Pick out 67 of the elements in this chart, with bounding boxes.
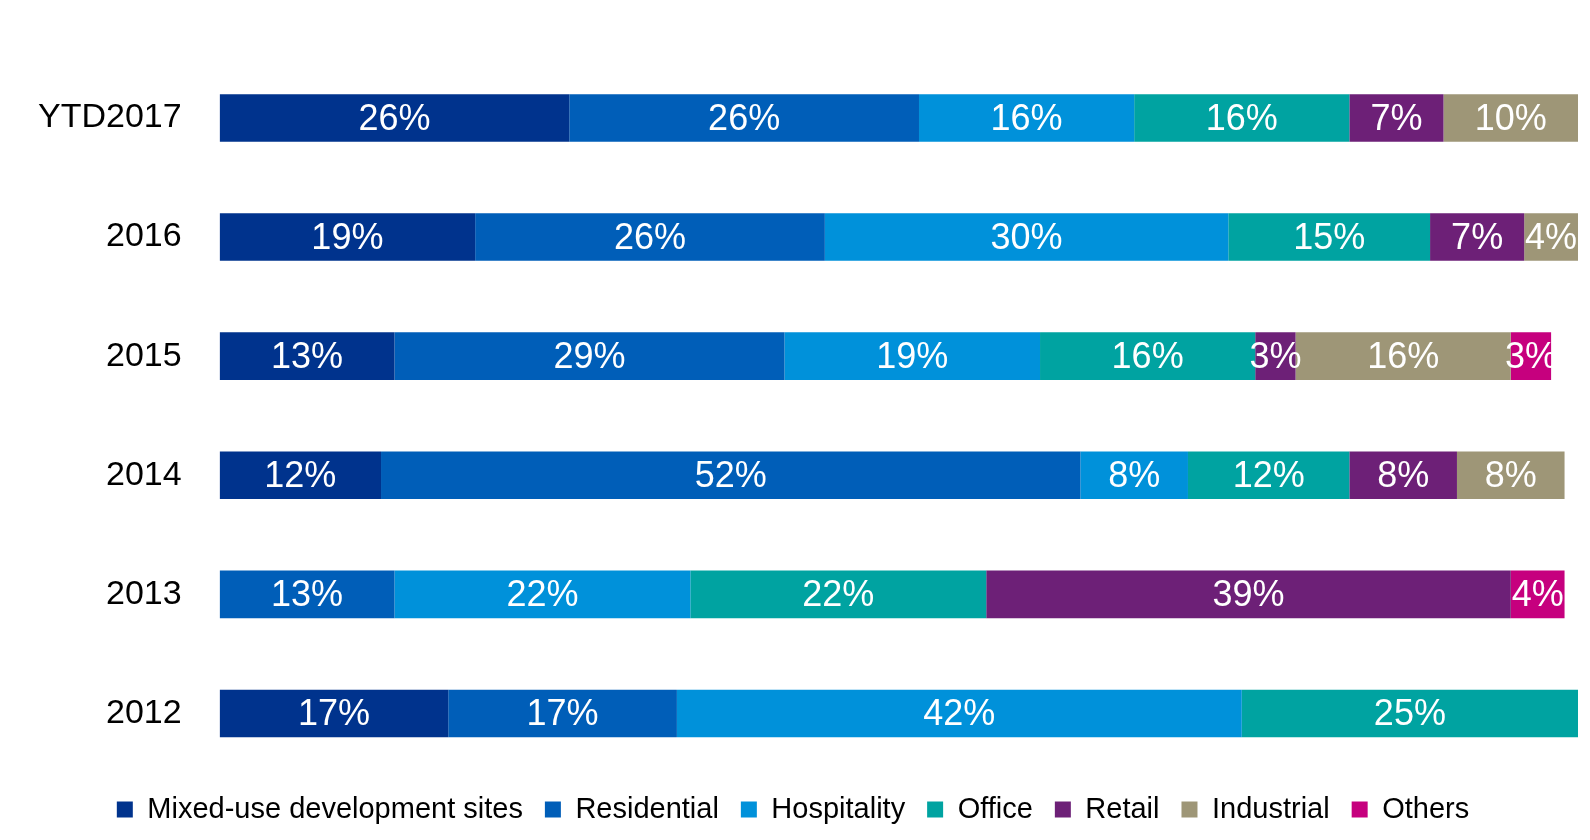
data-label: 8% (1108, 454, 1161, 496)
bar (394, 332, 785, 380)
data-label: 12% (1232, 454, 1305, 496)
data-label: 17% (526, 692, 599, 734)
data-label: 16% (1111, 335, 1184, 377)
data-label: 7% (1370, 96, 1423, 138)
bar (394, 570, 691, 619)
bar (219, 451, 382, 500)
data-label: 22% (506, 573, 579, 615)
bar (219, 332, 395, 380)
legend-label: Hospitality (771, 791, 906, 824)
legend-label: Office (957, 791, 1033, 824)
data-label: 30% (990, 215, 1063, 257)
data-label: 29% (553, 335, 626, 377)
legend-label: Industrial (1211, 791, 1330, 824)
bar (448, 689, 677, 738)
data-label: 13% (271, 335, 344, 377)
bar (1241, 689, 1578, 738)
data-label: 19% (876, 335, 949, 377)
data-label: 26% (613, 215, 687, 257)
bar (219, 689, 449, 738)
y-tick-label: YTD2017 (38, 96, 182, 135)
data-label: 16% (1367, 335, 1440, 377)
data-label: 15% (1293, 215, 1366, 257)
legend-label: Retail (1085, 791, 1160, 824)
bar (475, 213, 825, 261)
data-label: 52% (694, 454, 767, 496)
bar (1228, 213, 1431, 261)
data-label: 19% (311, 215, 384, 257)
bar (1187, 451, 1350, 500)
data-label: 39% (1212, 573, 1285, 615)
y-tick-label: 2016 (106, 215, 182, 254)
data-label: 26% (358, 96, 431, 138)
bar (1134, 94, 1350, 142)
bar (918, 94, 1135, 142)
y-tick-label: 2015 (106, 334, 182, 373)
bar (986, 570, 1511, 619)
bar (784, 332, 1041, 380)
bar (381, 451, 1081, 500)
data-label: 12% (264, 454, 337, 496)
data-label: 13% (271, 573, 344, 615)
y-tick-label: 2012 (106, 691, 182, 730)
bar (219, 94, 570, 142)
data-label: 42% (923, 692, 996, 734)
data-label: 7% (1451, 215, 1504, 257)
y-tick-label: 2014 (106, 453, 182, 492)
data-label: 16% (990, 96, 1063, 138)
bar (824, 213, 1229, 261)
bar (690, 570, 987, 619)
data-label: 22% (802, 573, 875, 615)
data-label: 4% (1511, 573, 1564, 615)
data-label: 26% (708, 96, 781, 138)
data-label: 4% (1525, 215, 1578, 257)
legend-label: Mixed-use development sites (147, 791, 523, 824)
data-label: 25% (1373, 692, 1446, 734)
y-tick-label: 2013 (106, 572, 182, 611)
data-label: 17% (297, 692, 370, 734)
data-label: 8% (1484, 454, 1537, 496)
bar (219, 213, 476, 261)
legend-label: Others (1382, 791, 1470, 824)
bar (1349, 94, 1444, 142)
data-label: 10% (1474, 96, 1547, 138)
data-label: 8% (1377, 454, 1430, 496)
legend-label: Residential (575, 791, 719, 824)
data-label: 16% (1205, 96, 1278, 138)
bar (676, 689, 1242, 738)
bar (569, 94, 919, 142)
